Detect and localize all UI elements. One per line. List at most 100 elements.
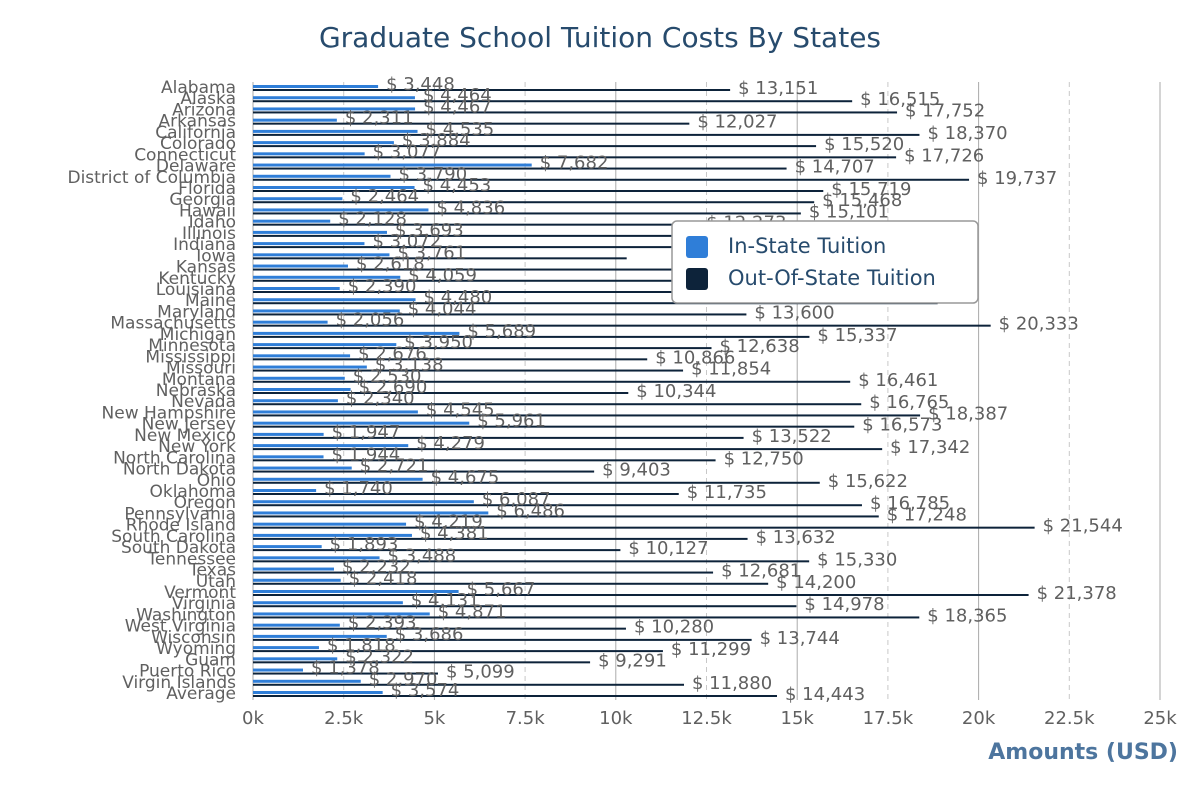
data-label: $ 11,880 [692, 673, 772, 694]
x-tick-label: 10k [599, 708, 633, 729]
bar [253, 448, 883, 451]
bar [253, 470, 595, 473]
bar [253, 560, 810, 563]
data-label: $ 3,790 [399, 164, 468, 185]
data-label: $ 2,393 [348, 613, 417, 634]
bar [253, 190, 824, 192]
bar [253, 118, 337, 122]
bar [253, 410, 418, 414]
data-label: $ 13,632 [756, 527, 836, 548]
category-label: Alabama [161, 78, 236, 98]
bar [253, 691, 383, 694]
bar [253, 672, 438, 675]
category-label: Arizona [172, 100, 236, 120]
data-label: $ 1,944 [332, 444, 401, 465]
bar [253, 578, 341, 582]
bar [253, 605, 797, 608]
category-label: Massachusetts [110, 314, 236, 334]
category-label: Washington [136, 605, 236, 625]
category-label: Mississippi [145, 347, 236, 367]
category-label: Idaho [189, 213, 236, 233]
data-label: $ 6,087 [482, 489, 551, 510]
bar [253, 85, 379, 88]
category-label: Alaska [180, 89, 236, 109]
data-label: $ 3,884 [402, 130, 471, 151]
data-label: $ 2,322 [345, 646, 414, 667]
data-label: $ 4,545 [426, 399, 495, 420]
x-tick-label: 5k [423, 708, 445, 729]
bar [253, 466, 352, 470]
category-label: North Dakota [123, 460, 236, 480]
data-label: $ 13,151 [738, 78, 818, 99]
data-label: $ 5,667 [467, 579, 536, 600]
data-label: $ 15,719 [831, 179, 911, 200]
x-tick-label: 17.5k [863, 708, 914, 729]
data-label: $ 11,299 [671, 639, 751, 660]
category-label: Iowa [196, 246, 236, 266]
data-label: $ 3,077 [373, 141, 442, 162]
bar [253, 594, 1029, 596]
bar [253, 107, 416, 111]
data-label: $ 10,344 [636, 381, 716, 402]
data-label: $ 2,390 [348, 276, 417, 297]
data-label: $ 2,418 [349, 568, 418, 589]
category-label: Vermont [164, 583, 236, 603]
bar [253, 601, 403, 605]
bar [253, 253, 390, 257]
category-label: Oregon [174, 493, 236, 513]
category-label: Florida [178, 179, 236, 199]
data-label: $ 5,961 [477, 411, 546, 432]
data-label: $ 3,950 [404, 332, 473, 353]
bar [253, 571, 714, 574]
chart-title: Graduate School Tuition Costs By States [319, 21, 881, 54]
category-label: New Mexico [134, 426, 236, 446]
bar [253, 511, 489, 515]
data-label: $ 6,486 [496, 500, 565, 521]
bar [253, 347, 712, 350]
bar [253, 627, 626, 630]
data-label: $ 4,453 [423, 175, 492, 196]
bar [253, 111, 898, 114]
data-label: $ 2,676 [358, 343, 427, 364]
category-label: Nebraska [156, 381, 236, 401]
category-label: Texas [188, 561, 236, 581]
bar [253, 612, 430, 616]
x-tick-label: 2.5k [324, 708, 364, 729]
data-label: $ 12,027 [697, 112, 777, 133]
category-label: Hawaii [179, 201, 236, 221]
data-label: $ 1,378 [311, 658, 380, 679]
bar [253, 122, 690, 125]
category-label: Ohio [197, 471, 236, 491]
bar [253, 268, 689, 271]
data-label: $ 1,947 [332, 422, 401, 443]
bar [253, 489, 317, 492]
data-label: $ 4,059 [408, 265, 477, 286]
category-label: Average [166, 684, 236, 704]
bar [253, 436, 744, 439]
bar [253, 545, 322, 549]
bar [253, 646, 319, 650]
bar [253, 493, 679, 495]
category-label: Wyoming [156, 639, 236, 659]
category-label: Kentucky [158, 269, 236, 289]
bar [253, 590, 459, 593]
bar [253, 320, 328, 324]
category-label: Missouri [166, 359, 236, 379]
bar [253, 167, 787, 170]
bar [253, 275, 401, 279]
data-label: $ 4,535 [426, 119, 495, 140]
data-label: $ 13,744 [760, 628, 840, 649]
category-label: District of Columbia [67, 168, 236, 188]
bar [253, 399, 338, 403]
bar [253, 365, 367, 369]
data-label: $ 14,443 [785, 684, 865, 705]
data-label: $ 13,600 [754, 302, 834, 323]
category-label: Wisconsin [151, 628, 236, 648]
category-label: South Dakota [121, 538, 236, 558]
bar [253, 477, 423, 481]
bar [253, 556, 380, 560]
category-label: California [155, 123, 236, 143]
bar [253, 380, 851, 383]
data-label: $ 17,726 [904, 145, 984, 166]
